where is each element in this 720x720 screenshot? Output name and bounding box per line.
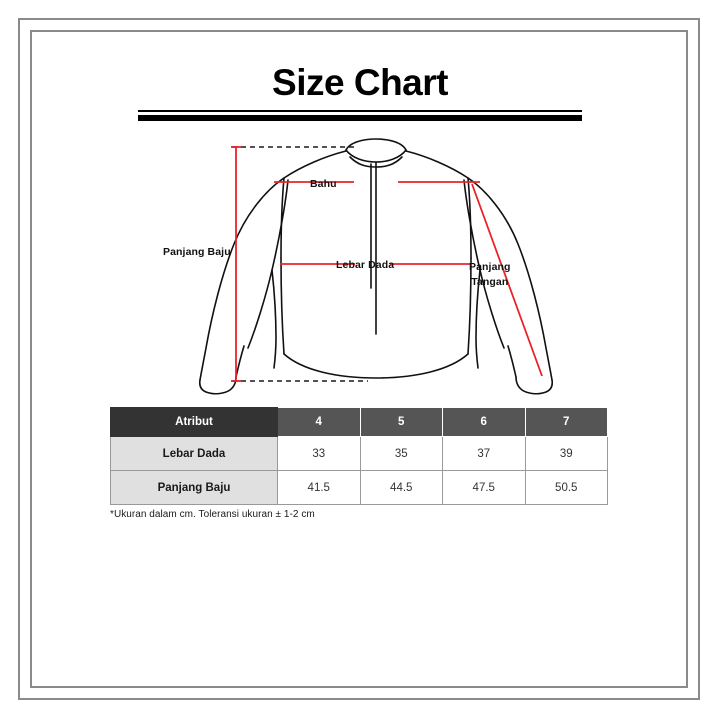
garment-outline [198, 138, 554, 395]
divider-gap [138, 112, 582, 115]
label-panjang-tangan: Panjang Tangan [469, 260, 511, 290]
table-header-row: Atribut 4 5 6 7 [110, 407, 608, 437]
size-table: Atribut 4 5 6 7 Lebar Dada 33 35 37 39 P… [110, 407, 608, 505]
divider-line-thick [138, 115, 582, 121]
page-title: Size Chart [272, 62, 448, 103]
measurement-marks [231, 146, 543, 382]
footnote: *Ukuran dalam cm. Toleransi ukuran ± 1-2… [110, 509, 315, 520]
cell-panjang-baju-6: 47.5 [442, 470, 526, 505]
header-size-6: 6 [442, 407, 526, 437]
cell-lebar-dada-7: 39 [524, 436, 608, 471]
title-divider [138, 110, 582, 121]
table-row: Lebar Dada 33 35 37 39 [110, 436, 608, 471]
header-attribute: Atribut [110, 407, 278, 437]
label-panjang-baju: Panjang Baju [163, 246, 231, 258]
row-label-panjang-baju: Panjang Baju [110, 470, 278, 505]
cell-lebar-dada-5: 35 [359, 436, 443, 471]
label-lebar-dada: Lebar Dada [336, 259, 395, 271]
size-table-head: Atribut 4 5 6 7 [110, 407, 608, 437]
cell-panjang-baju-7: 50.5 [524, 470, 608, 505]
measure-panjang-tangan [471, 183, 543, 377]
garment-svg [198, 138, 554, 395]
label-panjang-tangan-line1: Panjang [469, 261, 511, 273]
guide-lines [232, 146, 368, 382]
decorative-frame-outer [18, 18, 700, 700]
header-size-4: 4 [277, 407, 361, 437]
cell-panjang-baju-5: 44.5 [359, 470, 443, 505]
label-panjang-tangan-line2: Tangan [471, 276, 509, 288]
divider-line-thin [138, 110, 582, 112]
cell-lebar-dada-6: 37 [442, 436, 526, 471]
garment-illustration [150, 138, 570, 403]
cell-panjang-baju-4: 41.5 [277, 470, 361, 505]
cell-lebar-dada-4: 33 [277, 436, 361, 471]
header-size-5: 5 [359, 407, 443, 437]
size-table-body: Lebar Dada 33 35 37 39 Panjang Baju 41.5… [110, 436, 608, 505]
header-size-7: 7 [524, 407, 608, 437]
label-bahu: Bahu [310, 178, 337, 190]
table-row: Panjang Baju 41.5 44.5 47.5 50.5 [110, 470, 608, 505]
row-label-lebar-dada: Lebar Dada [110, 436, 278, 471]
decorative-frame-inner [30, 30, 688, 688]
